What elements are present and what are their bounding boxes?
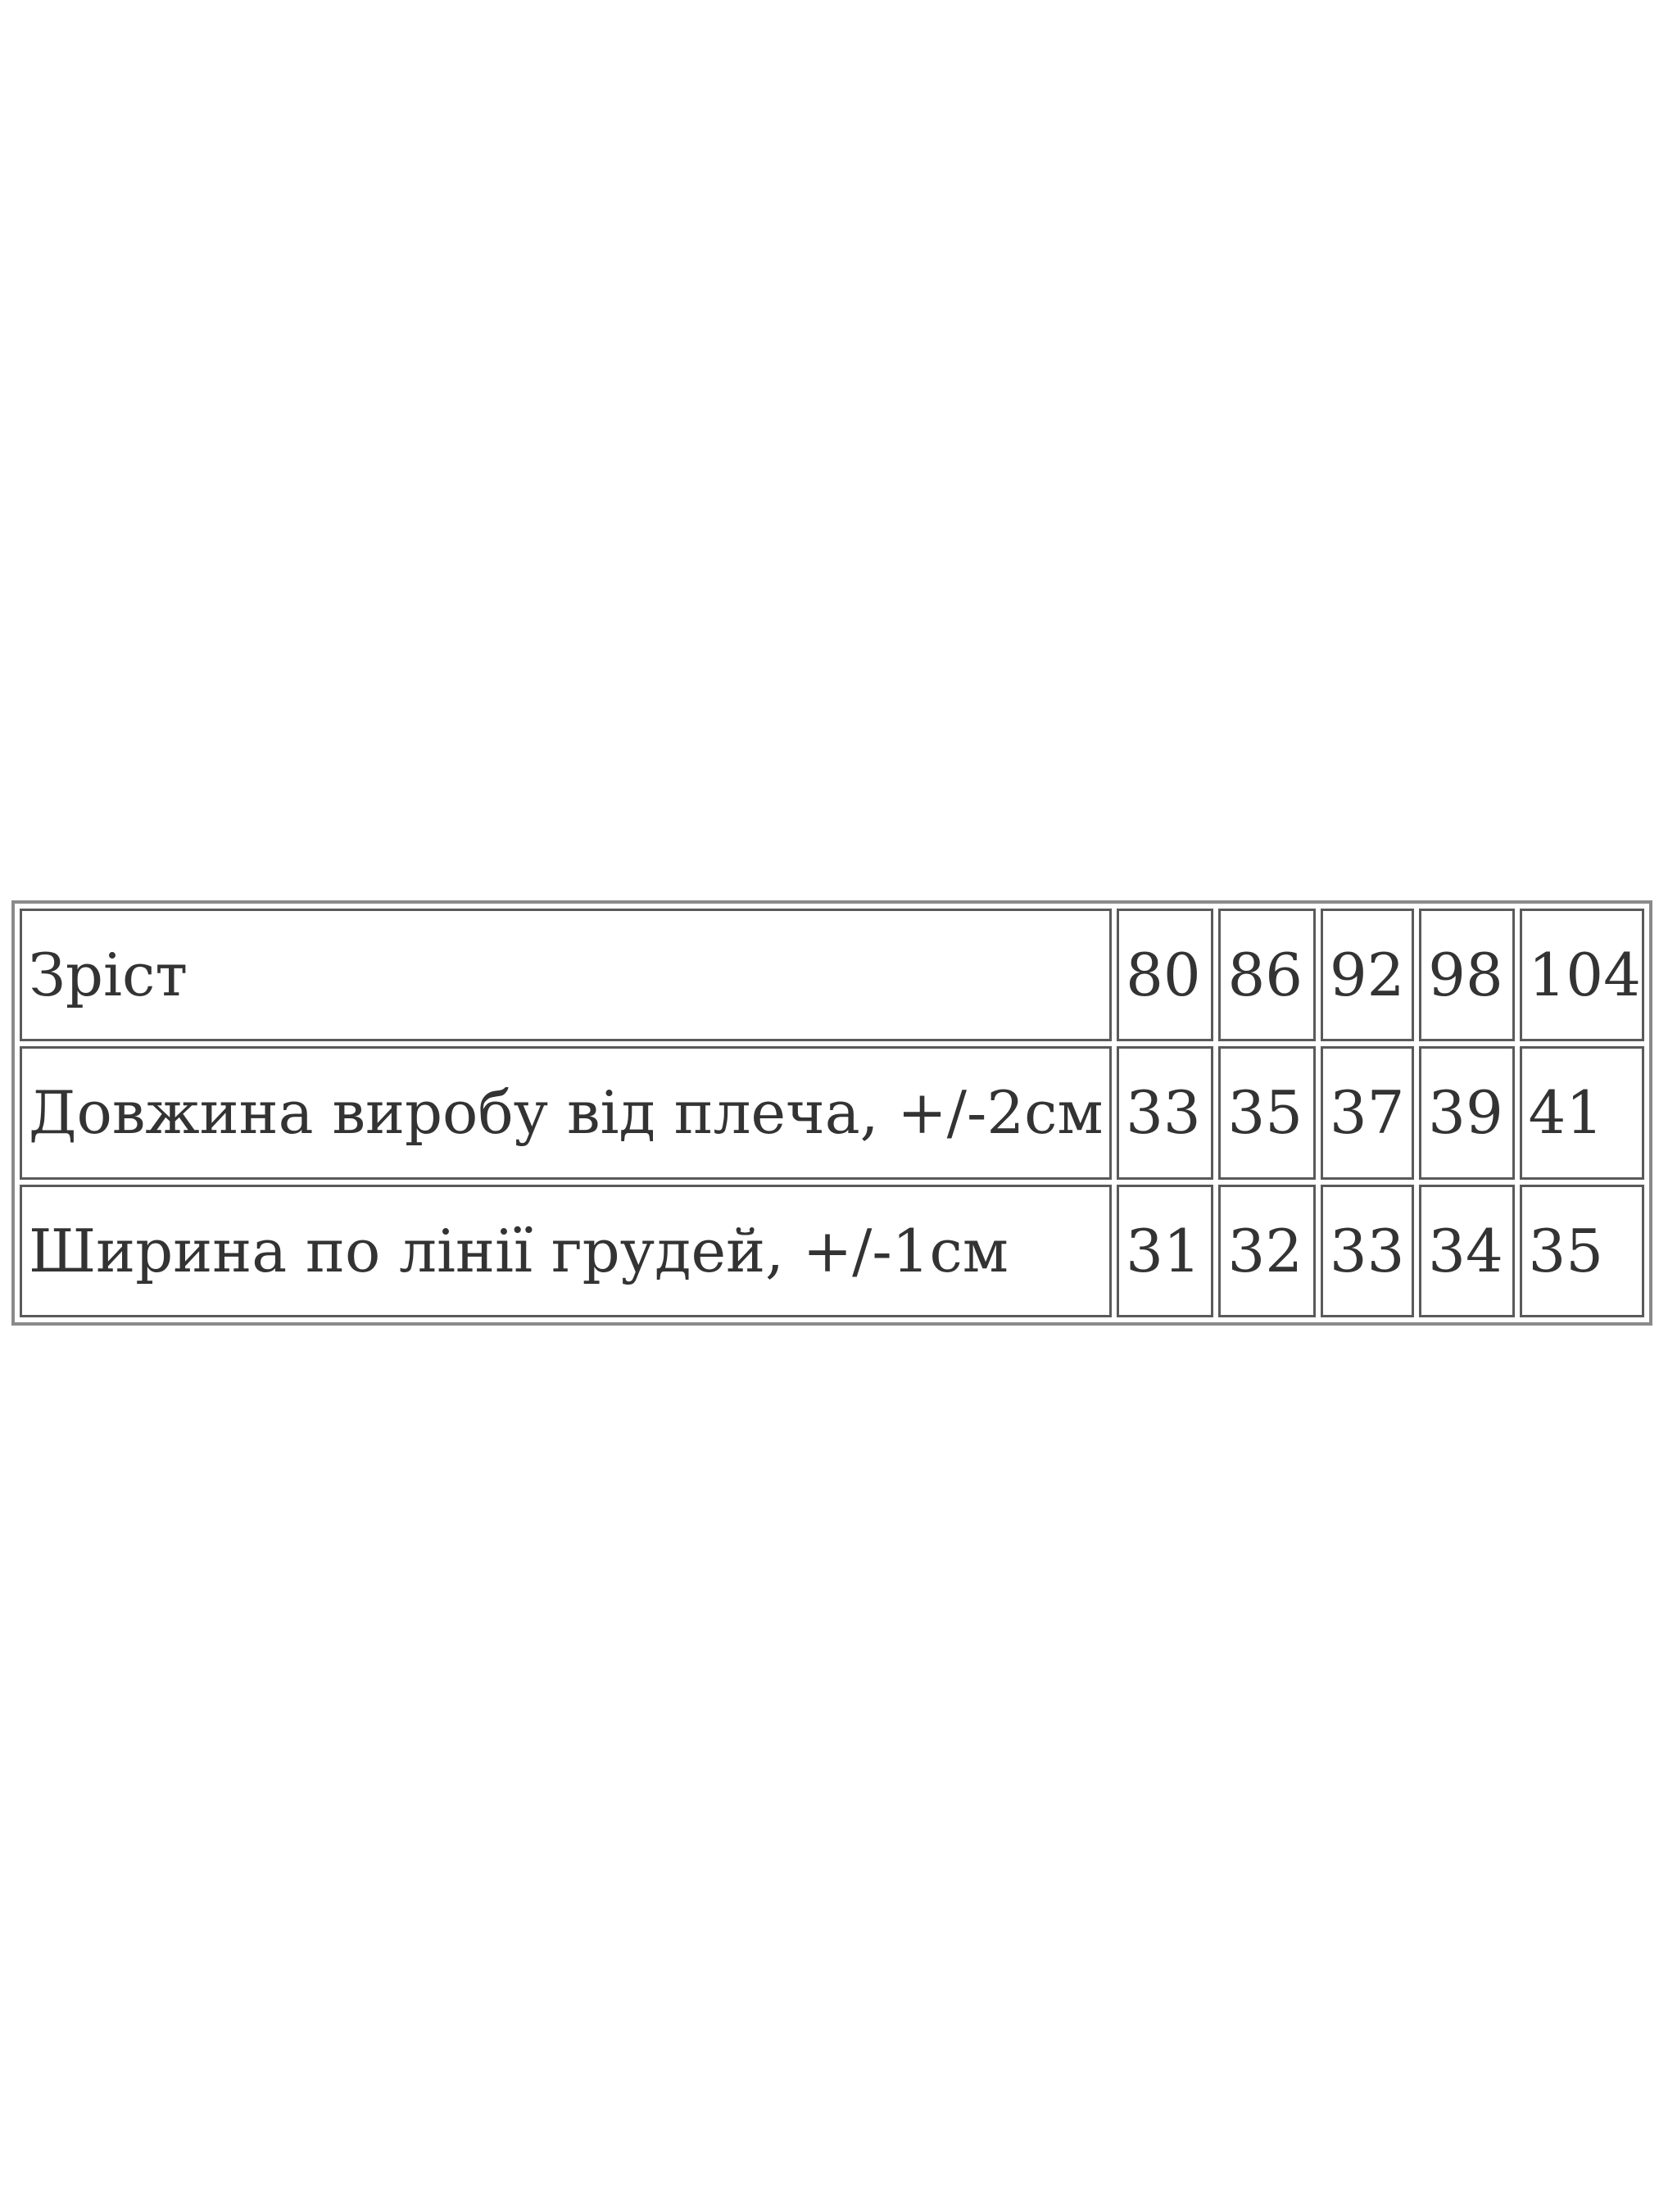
size-value: 37 <box>1320 1046 1415 1180</box>
size-value: 33 <box>1117 1046 1214 1180</box>
size-value: 80 <box>1117 909 1214 1042</box>
size-value: 32 <box>1218 1184 1316 1317</box>
size-value: 98 <box>1419 909 1515 1042</box>
size-value: 33 <box>1320 1184 1415 1317</box>
size-value: 31 <box>1117 1184 1214 1317</box>
size-value: 34 <box>1419 1184 1515 1317</box>
table-row: Довжина виробу від плеча, +/-2см 33 35 37 39… <box>20 1046 1644 1180</box>
table-row: Зріст 80 86 92 98 104 <box>20 909 1644 1042</box>
table-row: Ширина по лінії грудей, +/-1см 31 32 33 34 35 <box>20 1184 1644 1317</box>
row-label: Ширина по лінії грудей, +/-1см <box>20 1184 1113 1317</box>
size-value: 35 <box>1519 1184 1644 1317</box>
size-value: 41 <box>1519 1046 1644 1180</box>
size-value: 86 <box>1218 909 1316 1042</box>
size-value: 92 <box>1320 909 1415 1042</box>
size-value: 35 <box>1218 1046 1316 1180</box>
size-value: 39 <box>1419 1046 1515 1180</box>
table-body: Зріст 80 86 92 98 104 Довжина виробу від плеча… <box>20 909 1644 1317</box>
size-value: 104 <box>1519 909 1644 1042</box>
row-label: Довжина виробу від плеча, +/-2см <box>20 1046 1113 1180</box>
row-label: Зріст <box>20 909 1113 1042</box>
size-table: Зріст 80 86 92 98 104 Довжина виробу від плеча… <box>11 900 1652 1326</box>
